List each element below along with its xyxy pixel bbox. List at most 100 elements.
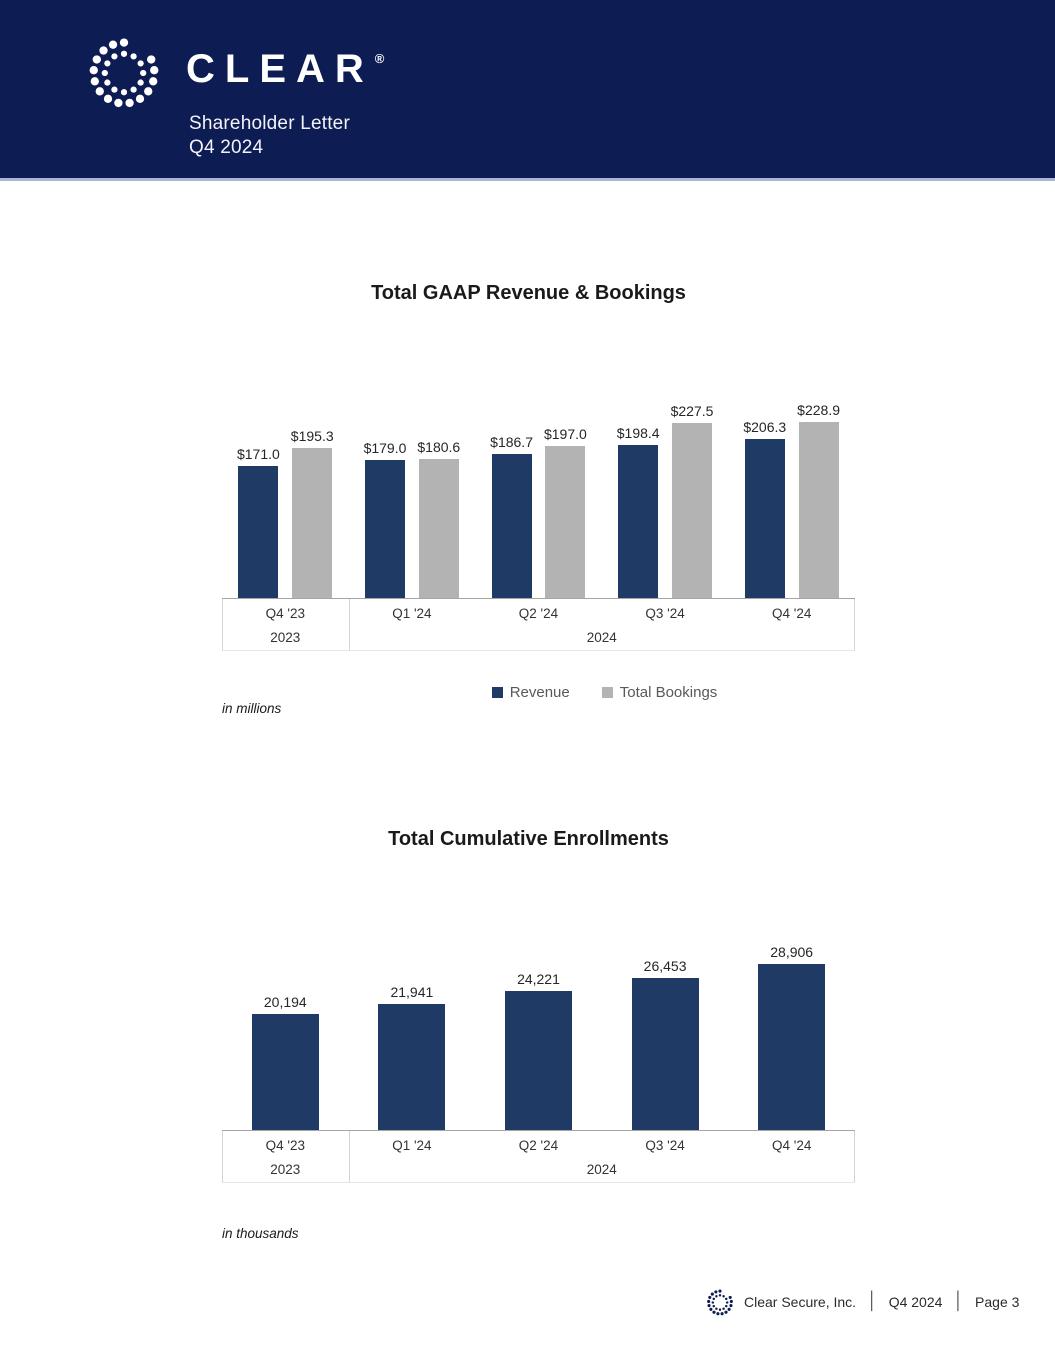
category-label: Q4 '23 xyxy=(265,606,305,621)
axis-tick-line xyxy=(348,1131,350,1182)
enrollments-chart: Total Cumulative Enrollments 20,194 21,94… xyxy=(222,828,855,1248)
bar-with-label: $171.0 xyxy=(237,446,280,598)
bar-value-label: $179.0 xyxy=(363,440,407,457)
bar-with-label: 26,453 xyxy=(631,958,699,1130)
quarter-label-row: Q4 '23 Q1 '24 Q2 '24 Q3 '24 Q4 '24 xyxy=(222,1131,855,1158)
category-label: Q2 '24 xyxy=(518,1138,559,1153)
bar-with-label: 20,194 xyxy=(251,994,319,1130)
category-group: 20,194 xyxy=(222,994,349,1130)
axis-tick-line xyxy=(854,599,855,650)
axis-tick-line xyxy=(348,599,350,650)
category-label: Q3 '24 xyxy=(645,1138,685,1153)
bar xyxy=(545,446,586,598)
brand-text: CLEAR xyxy=(186,47,374,91)
bar xyxy=(504,990,572,1130)
footer-separator: │ xyxy=(953,1291,965,1310)
category-group: $198.4 $227.5 xyxy=(602,403,729,598)
unit-note: in thousands xyxy=(222,1226,299,1241)
bar-value-label: $206.3 xyxy=(743,419,787,436)
category-group: 21,941 xyxy=(349,984,476,1130)
bar-with-label: $186.7 xyxy=(490,434,533,598)
axis-tick-line xyxy=(222,599,223,650)
category-label: Q1 '24 xyxy=(392,606,432,621)
axis-tick-line xyxy=(222,1131,223,1182)
category-group: $206.3 $228.9 xyxy=(728,402,855,598)
year-label: 2024 xyxy=(586,1162,617,1177)
bar-value-label: $171.0 xyxy=(236,446,280,463)
bar-value-label: $198.4 xyxy=(616,425,660,442)
bar-value-label: $197.0 xyxy=(543,426,587,443)
header-banner: CLEAR® Shareholder Letter Q4 2024 xyxy=(0,0,1055,181)
page-footer: Clear Secure, Inc. │ Q4 2024 │ Page 3 xyxy=(705,1286,1019,1318)
bar xyxy=(758,964,826,1130)
category-label: Q4 '24 xyxy=(771,1138,812,1153)
footer-logo-icon xyxy=(707,1289,733,1315)
plot-area: $171.0 $195.3 $179.0 $180.6 $186.7 $197.0 $198… xyxy=(222,368,855,598)
bar-with-label: 21,941 xyxy=(378,984,446,1130)
bar-with-label: 24,221 xyxy=(504,971,572,1130)
chart-title: Total GAAP Revenue & Bookings xyxy=(371,282,686,304)
footer-page: Page 3 xyxy=(975,1294,1020,1310)
legend-label: Revenue xyxy=(509,684,570,701)
year-label: 2024 xyxy=(586,630,617,645)
bar-with-label: $198.4 xyxy=(617,425,660,598)
bar xyxy=(364,460,405,598)
bar-with-label: 28,906 xyxy=(758,944,826,1130)
category-group: 28,906 xyxy=(728,944,855,1130)
registered-mark: ® xyxy=(374,51,385,66)
category-group: $186.7 $197.0 xyxy=(475,426,602,598)
bar-value-label: $180.6 xyxy=(417,438,461,455)
year-label: 2023 xyxy=(270,630,301,645)
revenue-bookings-chart: Total GAAP Revenue & Bookings $171.0 $195… xyxy=(222,282,855,722)
category-label: Q3 '24 xyxy=(645,606,685,621)
year-label: 2023 xyxy=(270,1162,301,1177)
bar-value-label: $186.7 xyxy=(490,434,533,451)
category-label: Q1 '24 xyxy=(392,1138,432,1153)
bar xyxy=(418,458,459,598)
bar-with-label: $180.6 xyxy=(417,439,460,598)
axis-tick-line xyxy=(854,1131,855,1182)
bar xyxy=(238,466,279,598)
quarter-label-row: Q4 '23 Q1 '24 Q2 '24 Q3 '24 Q4 '24 xyxy=(222,599,855,626)
bar-value-label: 28,906 xyxy=(770,944,814,960)
year-label-row: 2023 2024 xyxy=(222,626,855,651)
footer-separator: │ xyxy=(867,1291,878,1310)
category-group: $179.0 $180.6 xyxy=(349,439,476,598)
chart-title: Total Cumulative Enrollments xyxy=(388,828,669,850)
bar-with-label: $195.3 xyxy=(291,428,334,598)
bar-with-label: $206.3 xyxy=(743,419,786,598)
year-label-row: 2023 2024 xyxy=(222,1158,855,1183)
bar-value-label: $227.5 xyxy=(670,402,714,419)
legend-item: Revenue xyxy=(491,684,570,701)
bar xyxy=(292,447,333,598)
bar-value-label: 21,941 xyxy=(390,984,434,1000)
legend-item: Total Bookings xyxy=(601,684,718,701)
legend-label: Total Bookings xyxy=(619,684,718,701)
bar xyxy=(744,439,785,598)
footer-company: Clear Secure, Inc. xyxy=(744,1294,857,1310)
category-axis: Q4 '23 Q1 '24 Q2 '24 Q3 '24 Q4 '24 2023 2024 xyxy=(222,1130,855,1183)
bar xyxy=(491,454,532,598)
legend-swatch xyxy=(491,687,503,698)
unit-note: in millions xyxy=(222,701,282,716)
header-subtitle-line1: Shareholder Letter xyxy=(189,113,350,134)
bar-with-label: $179.0 xyxy=(363,440,407,598)
category-label: Q4 '23 xyxy=(265,1138,305,1153)
bar-value-label: 20,194 xyxy=(263,994,307,1010)
bar xyxy=(798,421,839,598)
clear-wordmark: CLEAR® xyxy=(186,47,384,92)
bar xyxy=(378,1004,446,1130)
bar-with-label: $227.5 xyxy=(670,402,714,598)
category-label: Q2 '24 xyxy=(518,606,559,621)
bar-with-label: $228.9 xyxy=(797,402,840,598)
bar-with-label: $197.0 xyxy=(544,426,587,598)
clear-logo-icon xyxy=(89,38,159,108)
footer-period: Q4 2024 xyxy=(888,1294,943,1310)
bar xyxy=(631,978,699,1130)
category-group: 26,453 xyxy=(602,958,729,1130)
bar xyxy=(618,445,659,598)
bar-value-label: 26,453 xyxy=(643,958,687,975)
category-group: $171.0 $195.3 xyxy=(222,428,349,598)
category-axis: Q4 '23 Q1 '24 Q2 '24 Q3 '24 Q4 '24 2023 2024 xyxy=(222,598,855,651)
bar-value-label: $228.9 xyxy=(797,401,840,418)
